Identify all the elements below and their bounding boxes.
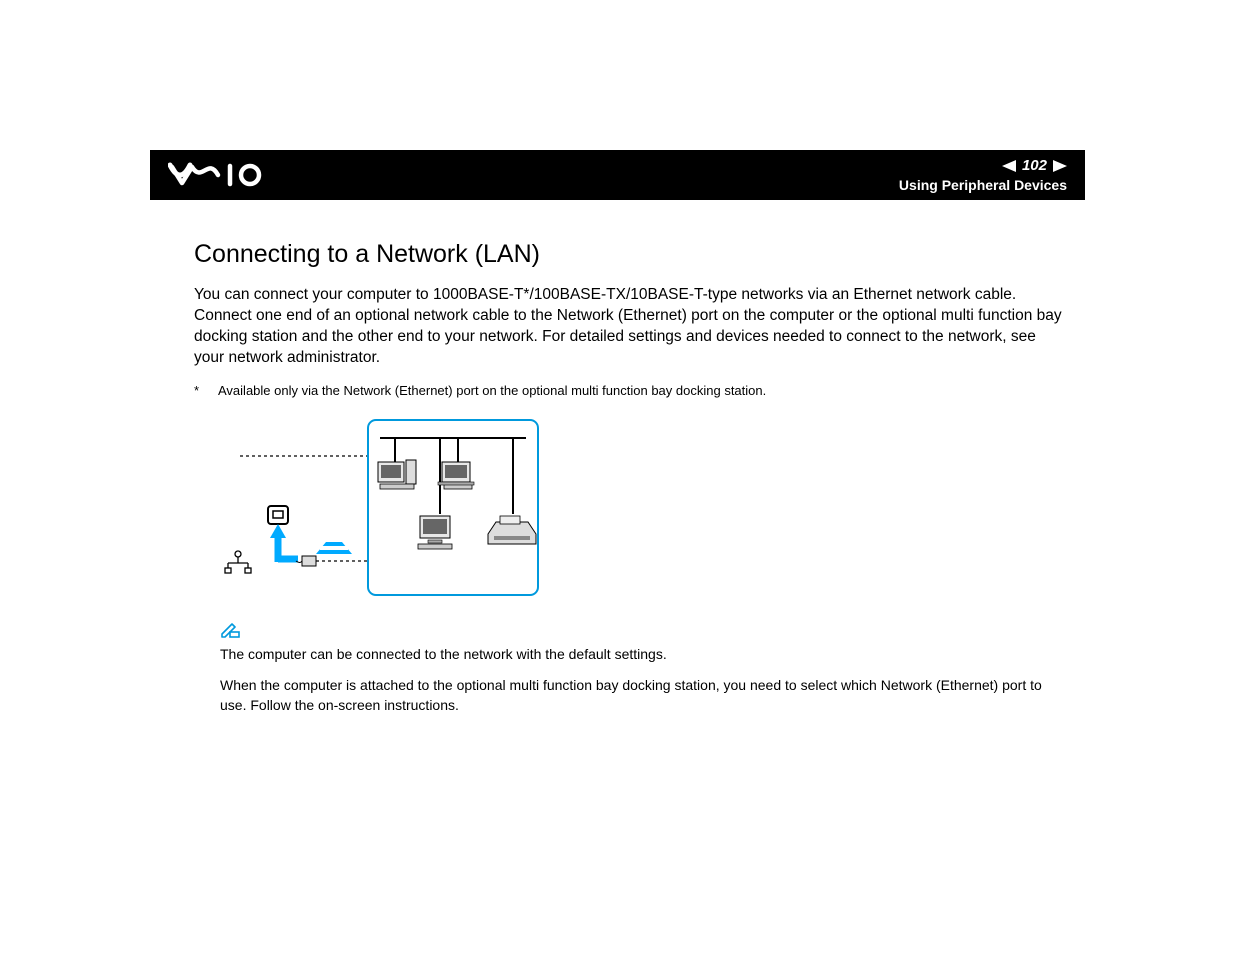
connection-arrow-icon xyxy=(270,524,298,562)
ethernet-port-icon xyxy=(268,506,288,524)
page-number: 102 xyxy=(1022,156,1047,176)
vaio-logo xyxy=(168,150,278,200)
note-text-1: The computer can be connected to the net… xyxy=(220,645,1065,665)
intro-paragraph: You can connect your computer to 1000BAS… xyxy=(194,285,1065,369)
footnote-marker: * xyxy=(194,383,204,398)
note-icon xyxy=(220,622,1065,643)
manual-page: 102 Using Peripheral Devices Connecting … xyxy=(150,150,1085,727)
network-diagram xyxy=(220,414,1065,604)
network-topology-icon xyxy=(225,551,251,573)
next-page-arrow[interactable] xyxy=(1053,160,1067,172)
modem-icon xyxy=(316,542,352,554)
cable-plug-icon xyxy=(296,556,316,566)
section-title: Using Peripheral Devices xyxy=(899,176,1067,194)
header-nav: 102 Using Peripheral Devices xyxy=(899,156,1067,194)
header-bar: 102 Using Peripheral Devices xyxy=(150,150,1085,200)
footnote-text: Available only via the Network (Ethernet… xyxy=(218,383,766,398)
note-text-2: When the computer is attached to the opt… xyxy=(220,676,1065,715)
page-title: Connecting to a Network (LAN) xyxy=(194,240,1065,269)
footnote: * Available only via the Network (Ethern… xyxy=(194,383,1065,398)
prev-page-arrow[interactable] xyxy=(1002,160,1016,172)
page-content: Connecting to a Network (LAN) You can co… xyxy=(150,200,1085,715)
